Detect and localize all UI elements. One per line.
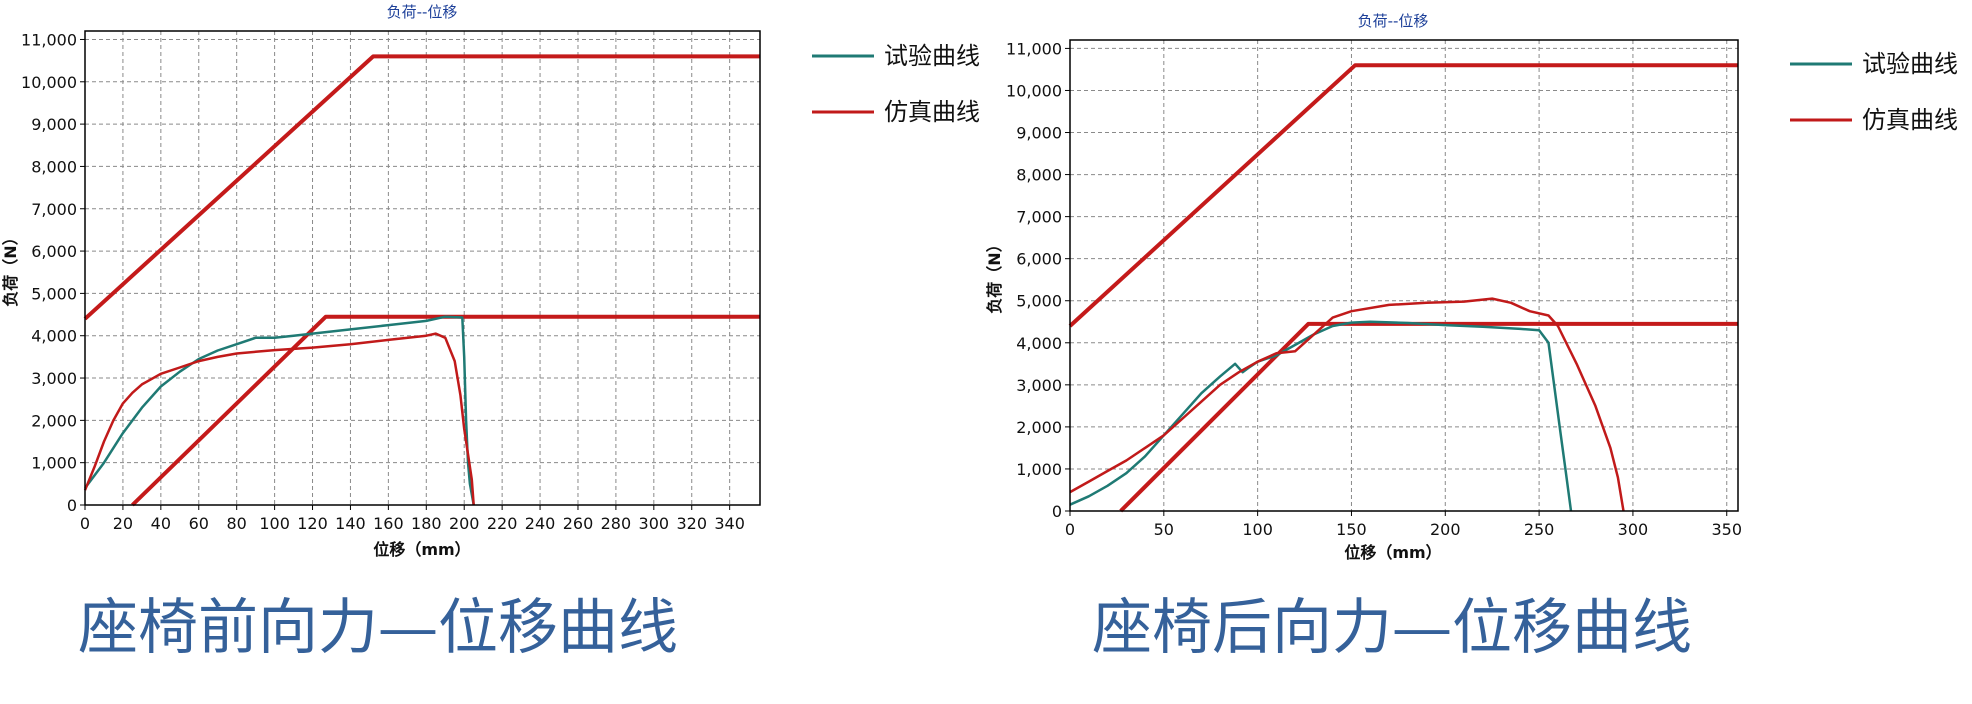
y-tick-label: 5,000 bbox=[1016, 292, 1062, 311]
y-tick-label: 3,000 bbox=[1016, 376, 1062, 395]
x-tick-label: 0 bbox=[80, 514, 90, 533]
y-tick-label: 10,000 bbox=[1006, 81, 1062, 100]
x-tick-label: 280 bbox=[601, 514, 632, 533]
y-tick-label: 11,000 bbox=[21, 30, 77, 49]
x-tick-label: 260 bbox=[563, 514, 594, 533]
legend-label: 试验曲线 bbox=[884, 42, 980, 70]
y-tick-label: 5,000 bbox=[31, 284, 77, 303]
y-axis-label: 负荷（N） bbox=[985, 236, 1004, 313]
y-tick-label: 8,000 bbox=[31, 157, 77, 176]
corridor-limit-line bbox=[1068, 63, 1738, 328]
series-line bbox=[83, 315, 475, 506]
series-lines bbox=[83, 54, 760, 507]
x-tick-label: 320 bbox=[676, 514, 707, 533]
series-line bbox=[83, 332, 475, 506]
x-tick-label: 150 bbox=[1336, 520, 1367, 539]
axis-ticks: 0 50 100 150 200 250 300 350 0 1,000 2,000 3,000 4,0… bbox=[1006, 39, 1742, 539]
y-tick-label: 7,000 bbox=[1016, 208, 1062, 227]
x-tick-label: 200 bbox=[1430, 520, 1461, 539]
x-tick-label: 100 bbox=[1242, 520, 1273, 539]
plot-frame bbox=[84, 30, 761, 506]
caption-front: 座椅前向力—位移曲线 bbox=[78, 593, 678, 663]
gridlines bbox=[85, 31, 760, 505]
y-tick-label: 3,000 bbox=[31, 369, 77, 388]
axis-ticks: 0 20 40 60 80 100 120 140 160 180 200 220 240 260 280 3… bbox=[21, 30, 745, 533]
x-tick-label: 100 bbox=[259, 514, 290, 533]
y-tick-label: 6,000 bbox=[1016, 250, 1062, 269]
y-tick-label: 9,000 bbox=[1016, 124, 1062, 143]
x-tick-label: 160 bbox=[373, 514, 404, 533]
y-tick-label: 9,000 bbox=[31, 115, 77, 134]
series-line bbox=[1069, 297, 1625, 512]
legend-label: 仿真曲线 bbox=[884, 98, 980, 126]
y-tick-label: 4,000 bbox=[1016, 334, 1062, 353]
chart-rear-force-displacement: 负荷--位移 0 50 100 150 200 250 300 350 0 1,000 2,000 3… bbox=[985, 12, 1958, 562]
x-tick-label: 80 bbox=[227, 514, 247, 533]
y-tick-label: 0 bbox=[1052, 502, 1062, 521]
corridor-limit-line bbox=[131, 314, 760, 507]
x-tick-label: 40 bbox=[151, 514, 171, 533]
y-tick-label: 10,000 bbox=[21, 73, 77, 92]
legend-label: 试验曲线 bbox=[1862, 50, 1958, 78]
x-tick-label: 50 bbox=[1154, 520, 1174, 539]
x-tick-label: 140 bbox=[335, 514, 366, 533]
series-lines bbox=[1068, 63, 1738, 513]
corridor-limit-line bbox=[83, 54, 760, 321]
x-tick-label: 180 bbox=[411, 514, 442, 533]
x-tick-label: 340 bbox=[714, 514, 745, 533]
x-tick-label: 20 bbox=[113, 514, 133, 533]
y-tick-label: 2,000 bbox=[31, 411, 77, 430]
x-tick-label: 240 bbox=[525, 514, 556, 533]
x-tick-label: 220 bbox=[487, 514, 518, 533]
corridor-limit-line bbox=[1119, 321, 1738, 513]
x-tick-label: 120 bbox=[297, 514, 328, 533]
y-tick-label: 11,000 bbox=[1006, 39, 1062, 58]
x-tick-label: 0 bbox=[1065, 520, 1075, 539]
caption-rear: 座椅后向力—位移曲线 bbox=[1092, 593, 1692, 663]
y-tick-label: 0 bbox=[67, 496, 77, 515]
plot-frame bbox=[1069, 39, 1739, 512]
y-tick-label: 7,000 bbox=[31, 200, 77, 219]
x-axis-label: 位移（mm） bbox=[1344, 543, 1441, 562]
y-tick-label: 8,000 bbox=[1016, 166, 1062, 185]
chart-front-force-displacement: 负荷--位移 0 20 40 60 80 100 120 140 160 180 200 220 240… bbox=[1, 3, 980, 559]
chart-title: 负荷--位移 bbox=[1358, 12, 1429, 30]
y-tick-label: 1,000 bbox=[1016, 460, 1062, 479]
x-tick-label: 200 bbox=[449, 514, 480, 533]
x-tick-label: 350 bbox=[1711, 520, 1742, 539]
y-tick-label: 6,000 bbox=[31, 242, 77, 261]
x-tick-label: 250 bbox=[1524, 520, 1555, 539]
x-tick-label: 300 bbox=[1618, 520, 1649, 539]
y-tick-label: 2,000 bbox=[1016, 418, 1062, 437]
chart-title: 负荷--位移 bbox=[387, 3, 458, 21]
x-axis-label: 位移（mm） bbox=[373, 540, 470, 559]
y-tick-label: 4,000 bbox=[31, 327, 77, 346]
y-axis-label: 负荷（N） bbox=[1, 229, 20, 306]
series-line bbox=[1069, 320, 1573, 512]
x-tick-label: 60 bbox=[189, 514, 209, 533]
gridlines bbox=[1070, 40, 1738, 511]
y-tick-label: 1,000 bbox=[31, 454, 77, 473]
legend-label: 仿真曲线 bbox=[1862, 106, 1958, 134]
x-tick-label: 300 bbox=[639, 514, 670, 533]
